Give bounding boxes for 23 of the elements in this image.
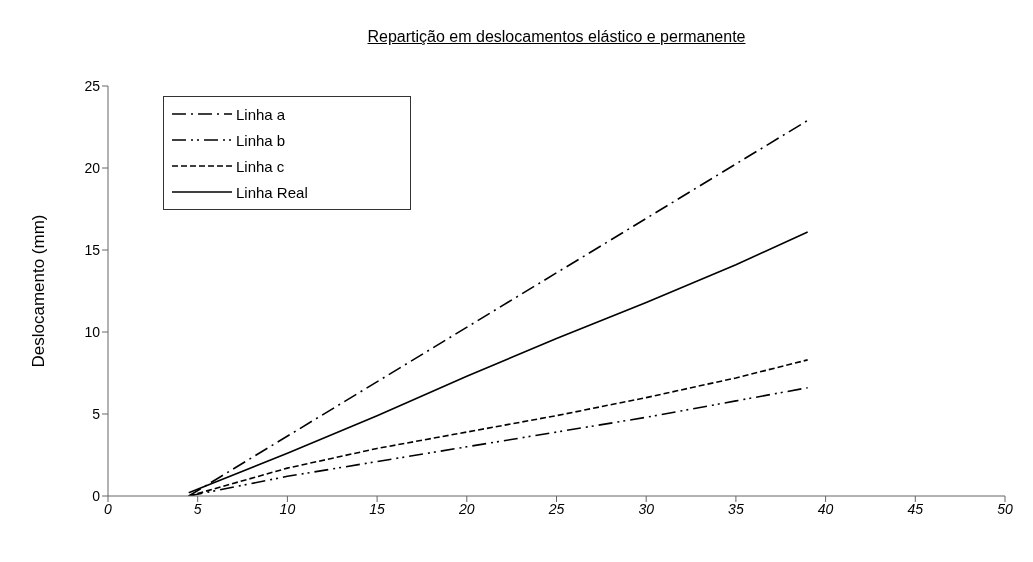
x-tick-label: 0 — [104, 500, 113, 517]
x-tick-label: 25 — [547, 500, 565, 517]
y-tick-label: 10 — [84, 323, 101, 340]
x-tick-label: 20 — [458, 500, 475, 517]
legend-label: Linha Real — [236, 183, 308, 201]
legend-label: Linha a — [236, 105, 286, 123]
x-tick-label: 45 — [907, 500, 924, 517]
legend-label: Linha c — [236, 157, 285, 175]
y-tick-label: 20 — [84, 159, 101, 176]
x-tick-label: 5 — [193, 500, 202, 517]
chart-title: Repartição em deslocamentos elástico e permanente — [366, 27, 747, 46]
x-tick-label: 15 — [369, 500, 386, 517]
x-tick-label: 50 — [997, 500, 1013, 517]
y-tick-label: 5 — [92, 405, 101, 422]
x-tick-label: 35 — [728, 500, 744, 517]
y-tick-label: 0 — [92, 487, 101, 504]
x-tick-label: 10 — [279, 500, 296, 517]
y-axis-title: Deslocamento (mm) — [29, 214, 49, 368]
x-tick-label: 30 — [638, 500, 655, 517]
x-tick-label: 40 — [817, 500, 834, 517]
y-tick-label: 15 — [84, 241, 101, 258]
legend-label: Linha b — [236, 131, 286, 149]
y-tick-label: 25 — [84, 77, 101, 94]
